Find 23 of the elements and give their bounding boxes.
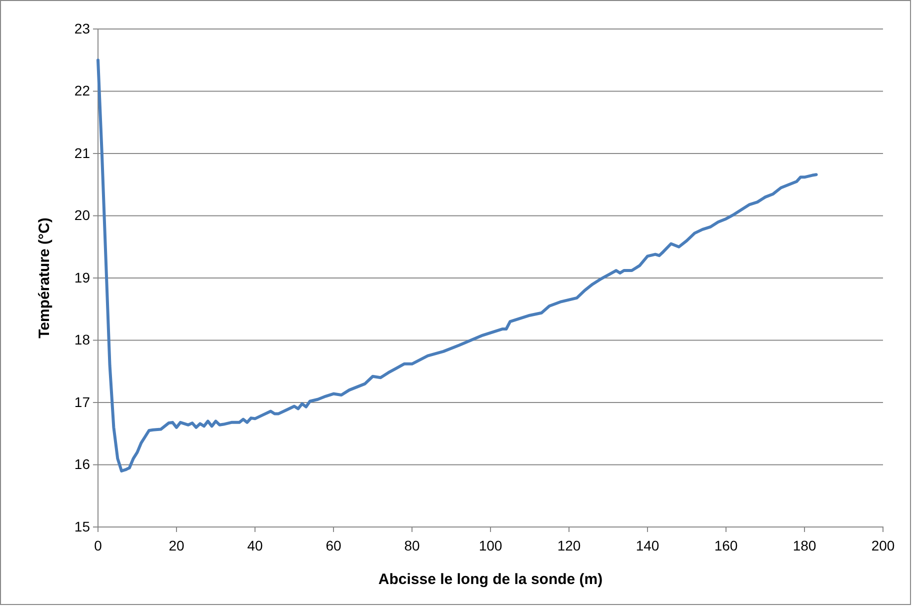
y-tick-label: 20 <box>74 207 90 224</box>
x-tick-label: 180 <box>792 537 816 554</box>
y-tick-label: 19 <box>74 269 90 286</box>
x-tick-label: 160 <box>714 537 738 554</box>
x-tick-label: 140 <box>636 537 660 554</box>
x-tick-label: 200 <box>871 537 895 554</box>
y-axis-title: Température (°C) <box>36 218 53 338</box>
y-tick-label: 21 <box>74 144 90 161</box>
x-tick-label: 100 <box>478 537 502 554</box>
y-tick-label: 23 <box>74 20 90 36</box>
x-tick-label: 20 <box>168 537 184 554</box>
y-tick-label: 22 <box>74 82 90 99</box>
y-tick-label: 17 <box>74 394 90 410</box>
x-tick-label: 40 <box>247 537 263 554</box>
y-tick-label: 18 <box>74 332 90 348</box>
y-tick-label: 16 <box>74 456 90 472</box>
x-tick-label: 60 <box>326 537 342 554</box>
y-tick-label: 15 <box>74 518 90 534</box>
line-series <box>96 58 818 472</box>
x-axis-title: Abcisse le long de la sonde (m) <box>378 571 603 588</box>
x-tick-label: 0 <box>94 537 102 554</box>
x-tick-label: 120 <box>557 537 581 554</box>
x-tick-label: 80 <box>404 537 420 554</box>
